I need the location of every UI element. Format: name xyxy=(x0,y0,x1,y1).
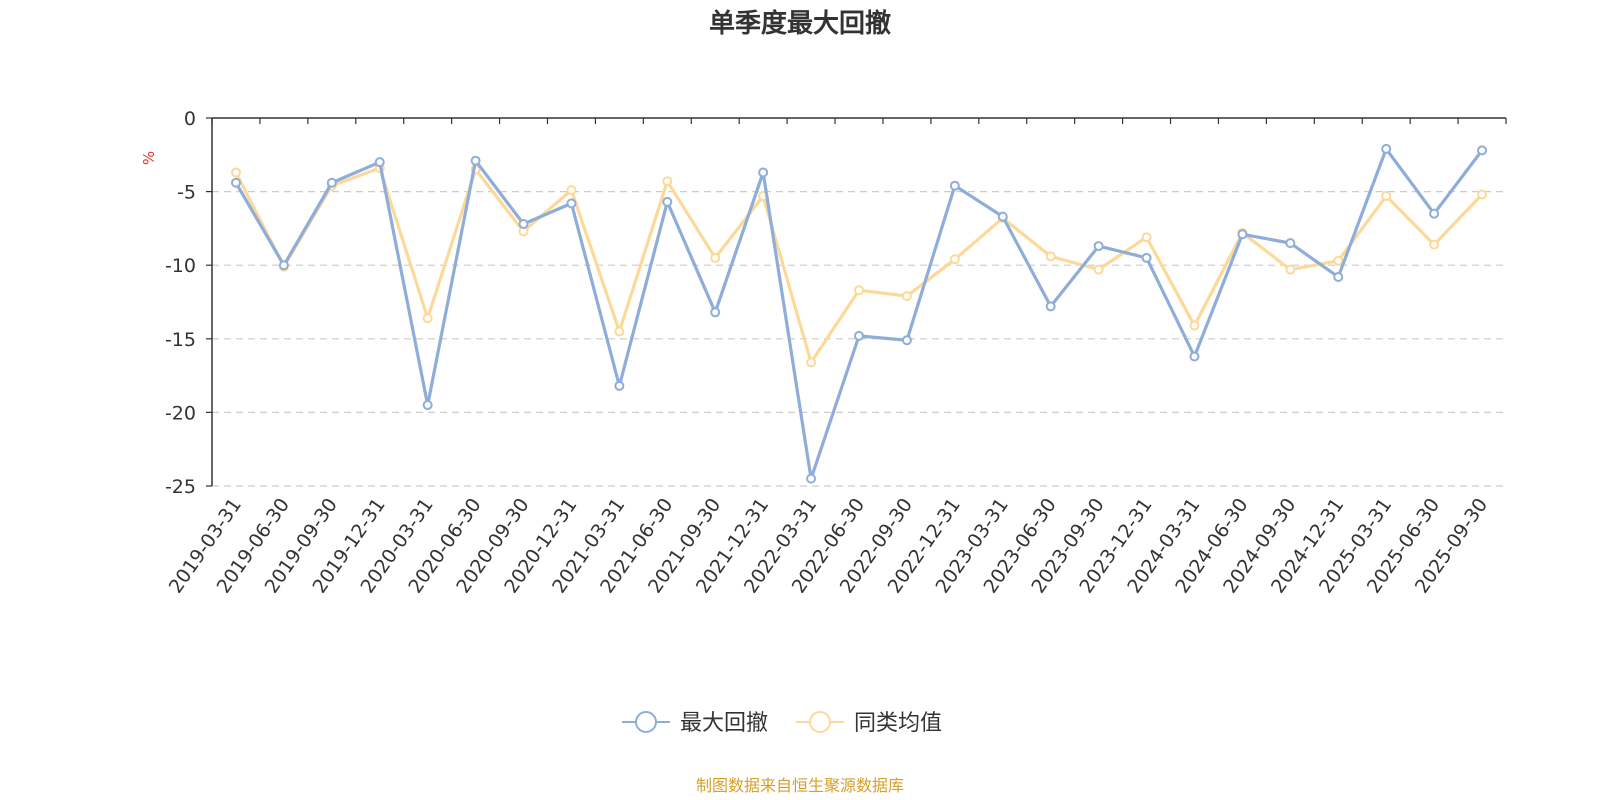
data-point[interactable] xyxy=(1141,232,1152,243)
data-point[interactable] xyxy=(710,252,721,263)
data-point[interactable] xyxy=(422,313,433,324)
data-point[interactable] xyxy=(1189,351,1200,362)
chart-title: 单季度最大回撤 xyxy=(709,8,891,39)
data-point[interactable] xyxy=(1285,238,1296,249)
data-point[interactable] xyxy=(518,218,529,229)
data-point[interactable] xyxy=(230,167,241,178)
data-point[interactable] xyxy=(566,198,577,209)
legend-marker-icon xyxy=(809,711,831,733)
data-point[interactable] xyxy=(614,380,625,391)
y-tick-label: -15 xyxy=(165,329,196,351)
data-point[interactable] xyxy=(949,254,960,265)
data-point[interactable] xyxy=(278,260,289,271)
data-point[interactable] xyxy=(1477,145,1488,156)
data-point[interactable] xyxy=(806,357,817,368)
data-point[interactable] xyxy=(1189,320,1200,331)
data-point[interactable] xyxy=(854,330,864,341)
data-point[interactable] xyxy=(1333,255,1344,266)
data-point[interactable] xyxy=(710,307,721,318)
data-point[interactable] xyxy=(326,177,337,188)
data-point[interactable] xyxy=(949,180,960,191)
data-point[interactable] xyxy=(854,285,864,296)
data-point[interactable] xyxy=(997,211,1008,222)
series-line xyxy=(234,147,1484,481)
y-tick-label: -10 xyxy=(165,255,196,277)
y-tick-label: -25 xyxy=(165,476,196,498)
data-point[interactable] xyxy=(422,400,433,411)
data-point[interactable] xyxy=(1429,239,1440,250)
series-max-drawdown xyxy=(230,143,1488,484)
data-point[interactable] xyxy=(1477,189,1488,200)
y-tick-label: -20 xyxy=(165,402,196,424)
data-point[interactable] xyxy=(1381,143,1392,154)
data-point[interactable] xyxy=(374,157,385,168)
data-point[interactable] xyxy=(470,155,481,166)
legend-marker-icon xyxy=(635,711,657,733)
y-tick-label: 0 xyxy=(184,108,196,130)
data-point[interactable] xyxy=(1045,301,1056,312)
y-axis-unit: % xyxy=(140,151,158,165)
legend[interactable]: 最大回撤 同类均值 xyxy=(622,711,942,736)
data-point[interactable] xyxy=(1141,252,1152,263)
data-point[interactable] xyxy=(1237,229,1248,240)
data-point[interactable] xyxy=(1093,264,1104,275)
data-point[interactable] xyxy=(614,326,625,337)
data-point[interactable] xyxy=(1381,191,1392,202)
data-point[interactable] xyxy=(1045,251,1056,262)
data-point[interactable] xyxy=(1285,264,1296,275)
axes: 0-5-10-15-20-252019-03-312019-06-302019-… xyxy=(165,108,1507,597)
y-tick-label: -5 xyxy=(177,182,196,204)
data-point[interactable] xyxy=(901,335,912,346)
data-point[interactable] xyxy=(901,291,912,302)
data-point[interactable] xyxy=(566,185,577,196)
data-point[interactable] xyxy=(1093,241,1104,252)
legend-label: 同类均值 xyxy=(854,711,942,736)
data-point[interactable] xyxy=(1429,208,1440,219)
data-point[interactable] xyxy=(806,473,817,484)
legend-item-peer-average[interactable]: 同类均值 xyxy=(796,711,942,736)
source-note: 制图数据来自恒生聚源数据库 xyxy=(696,776,904,795)
data-point[interactable] xyxy=(662,196,673,207)
legend-label: 最大回撤 xyxy=(680,711,768,736)
series-layer xyxy=(230,143,1488,484)
data-point[interactable] xyxy=(230,177,241,188)
data-point[interactable] xyxy=(662,176,673,187)
data-point[interactable] xyxy=(758,167,769,178)
legend-item-max-drawdown[interactable]: 最大回撤 xyxy=(622,711,768,736)
data-point[interactable] xyxy=(1333,271,1344,282)
